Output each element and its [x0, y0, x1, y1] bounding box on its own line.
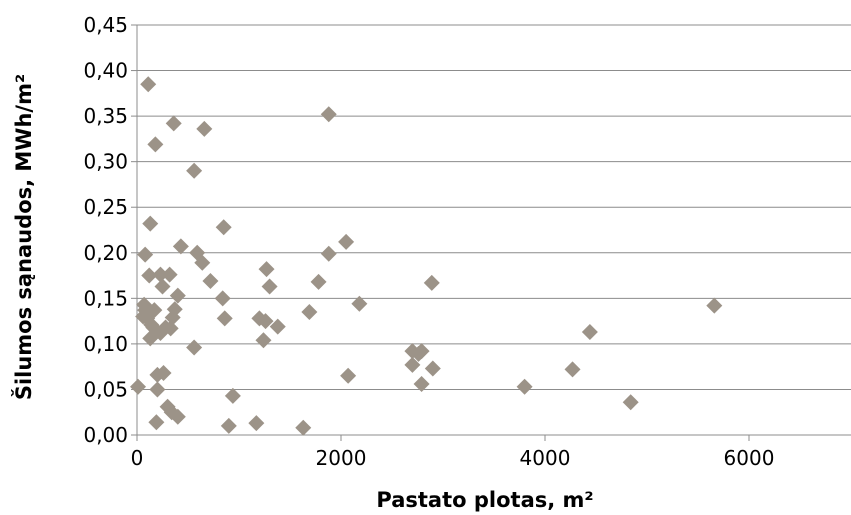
- y-tick-label: 0,15: [83, 286, 128, 310]
- data-point: [338, 233, 355, 250]
- data-point: [220, 417, 237, 434]
- data-point: [404, 356, 421, 373]
- y-tick-label: 0,20: [83, 241, 128, 265]
- data-point: [169, 408, 186, 425]
- data-point: [215, 219, 232, 236]
- data-point: [340, 367, 357, 384]
- data-point: [224, 387, 241, 404]
- data-point: [161, 266, 178, 283]
- data-point: [424, 360, 441, 377]
- x-tick-label: 2000: [316, 446, 367, 470]
- data-point: [186, 339, 203, 356]
- y-tick-label: 0,30: [83, 150, 128, 174]
- data-point: [155, 365, 172, 382]
- y-tick-label: 0,25: [83, 195, 128, 219]
- data-point: [622, 394, 639, 411]
- data-point: [130, 378, 147, 395]
- y-axis-title: Šilumos sąnaudos, MWh/m²: [11, 74, 36, 400]
- data-point: [172, 238, 189, 255]
- data-point: [154, 278, 171, 295]
- data-point: [149, 381, 166, 398]
- data-point: [214, 290, 231, 307]
- data-point: [152, 266, 169, 283]
- data-point: [194, 254, 211, 271]
- data-point: [202, 273, 219, 290]
- data-point: [423, 274, 440, 291]
- data-point: [351, 295, 368, 312]
- data-point: [261, 278, 278, 295]
- data-point: [142, 215, 159, 232]
- data-point: [269, 318, 286, 335]
- y-tick-label: 0,00: [83, 423, 128, 447]
- data-point: [258, 261, 275, 278]
- y-tick-label: 0,45: [83, 13, 128, 37]
- data-point: [413, 343, 430, 360]
- data-point: [162, 320, 179, 337]
- x-axis-title: Pastato plotas, m²: [376, 488, 593, 512]
- data-point: [257, 313, 274, 330]
- y-tick-label: 0,35: [83, 104, 128, 128]
- data-point: [413, 375, 430, 392]
- data-point: [320, 106, 337, 123]
- data-point: [140, 76, 157, 93]
- data-point: [320, 245, 337, 262]
- data-point: [248, 415, 265, 432]
- y-tick-label: 0,10: [83, 332, 128, 356]
- data-point: [196, 120, 213, 137]
- data-point: [706, 297, 723, 314]
- data-point: [216, 310, 233, 327]
- data-point: [581, 324, 598, 341]
- data-points: [130, 76, 723, 436]
- data-point: [165, 115, 182, 132]
- data-point: [146, 302, 163, 319]
- data-point: [255, 332, 272, 349]
- data-point: [516, 378, 533, 395]
- data-point: [166, 301, 183, 318]
- x-tick-labels: 0 2000 4000 6000: [131, 446, 775, 470]
- data-point: [301, 304, 318, 320]
- y-tick-label: 0,05: [83, 377, 128, 401]
- data-point: [564, 361, 581, 378]
- data-point: [295, 419, 312, 436]
- grid-lines: [137, 24, 851, 390]
- axes: [131, 24, 851, 441]
- data-point: [148, 414, 165, 431]
- data-point: [147, 136, 164, 153]
- data-point: [310, 273, 327, 290]
- x-tick-label: 0: [131, 446, 144, 470]
- data-point: [141, 267, 158, 284]
- y-tick-labels: 0,00 0,05 0,10 0,15 0,20 0,25 0,30 0,35 0,40 0,45: [83, 13, 128, 447]
- data-point: [186, 162, 203, 179]
- x-tick-label: 6000: [724, 446, 775, 470]
- data-point: [169, 287, 186, 304]
- y-tick-label: 0,40: [83, 59, 128, 83]
- data-point: [137, 246, 154, 263]
- x-tick-label: 4000: [520, 446, 571, 470]
